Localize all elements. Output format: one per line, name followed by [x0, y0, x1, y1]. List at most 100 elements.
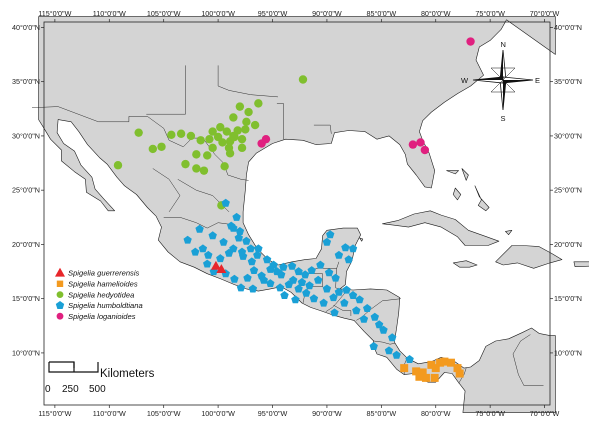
humboldtiana-point — [340, 298, 349, 307]
colombia-venezuela-border — [512, 334, 544, 386]
x-tick-label-bottom: 80°0'0"W — [421, 409, 451, 418]
x-tick-label-top: 110°0'0"W — [93, 9, 126, 18]
legend-label-loganioides: Spigelia loganioides — [68, 312, 136, 321]
north-arrow: N S E W — [461, 40, 540, 123]
y-tick-label-right: 10°0'0"N — [554, 348, 582, 357]
humboldtiana-point — [348, 291, 358, 299]
x-tick-label-bottom: 110°0'0"W — [93, 409, 126, 418]
jamaica — [452, 260, 478, 268]
andros-island — [452, 187, 462, 201]
humboldtiana-point — [375, 320, 384, 329]
humboldtiana-point — [191, 247, 200, 256]
humboldtiana-point — [305, 281, 314, 290]
hedyotidea-point — [254, 99, 263, 108]
legend-symbol-loganioides — [56, 312, 64, 320]
hedyotidea-point — [181, 159, 190, 169]
y-tick-label-right: 25°0'0"N — [554, 186, 582, 195]
hedyotidea-point — [186, 131, 196, 141]
hedyotidea-point — [199, 166, 209, 175]
legend-item-loganioides: Spigelia loganioides — [56, 312, 136, 321]
humboldtiana-point — [216, 254, 225, 263]
y-tick-label-left: 20°0'0"N — [12, 240, 40, 249]
humboldtiana-point — [279, 262, 288, 271]
humboldtiana-point — [301, 270, 310, 279]
humboldtiana-point — [203, 259, 212, 268]
nicaragua-costa-rica-border — [373, 340, 396, 345]
y-tick-label-right: 40°0'0"N — [554, 23, 582, 32]
humboldtiana-point — [324, 268, 334, 277]
compass-diagonal-points — [490, 67, 516, 93]
occurrences-guerrerensis — [210, 260, 227, 273]
hedyotidea-point — [224, 143, 234, 153]
hamelioides-point — [431, 364, 440, 373]
y-tick-label-left: 30°0'0"N — [12, 131, 40, 140]
humboldtiana-point — [342, 285, 351, 294]
humboldtiana-point — [330, 308, 339, 317]
humboldtiana-point — [334, 287, 344, 296]
legend-item-hamelioides: Spigelia hamelioides — [56, 280, 138, 289]
y-tick-label-right: 20°0'0"N — [554, 240, 582, 249]
occurrences-loganioides — [257, 37, 475, 155]
hedyotidea-point — [237, 143, 247, 153]
humboldtiana-point — [208, 231, 217, 240]
humboldtiana-point — [247, 257, 256, 266]
hedyotidea-point — [176, 129, 186, 138]
legend-label-hamelioides: Spigelia hamelioides — [68, 280, 138, 289]
x-tick-label-top: 90°0'0"W — [312, 9, 342, 18]
humboldtiana-point — [291, 295, 300, 304]
y-tick-label-left: 35°0'0"N — [12, 77, 40, 86]
humboldtiana-point — [359, 314, 369, 323]
humboldtiana-point — [319, 298, 328, 307]
hamelioides-point — [415, 372, 424, 381]
humboldtiana-point — [221, 198, 230, 207]
hedyotidea-point — [113, 161, 123, 170]
compass-w: W — [461, 76, 469, 85]
x-tick-label-bottom: 75°0'0"W — [475, 409, 505, 418]
scale-label-500: 500 — [89, 384, 106, 395]
y-tick-label-left: 40°0'0"N — [12, 23, 40, 32]
graticule-ticks: 115°0'0"W 115°0'0"W 110°0'0"W 110°0'0"W 105°… — [12, 9, 582, 418]
humboldtiana-point — [384, 346, 394, 355]
scale-bar-ticks — [49, 361, 75, 368]
land-layer — [31, 16, 589, 413]
compass-north-shade — [500, 50, 503, 80]
humboldtiana-point — [243, 273, 252, 282]
humboldtiana-point — [326, 230, 335, 239]
humboldtiana-point — [198, 244, 208, 253]
legend-item-hedyotidea: Spigelia hedyotidea — [56, 290, 134, 299]
x-tick-label-bottom: 70°0'0"W — [530, 409, 560, 418]
legend-label-humboldtiana: Spigelia humboldtiana — [68, 301, 143, 310]
y-tick-label-right: 30°0'0"N — [554, 131, 582, 140]
humboldtiana-point — [388, 333, 397, 342]
x-tick-label-bottom: 105°0'0"W — [147, 409, 181, 418]
humboldtiana-point — [316, 260, 325, 269]
y-tick-label-left: 15°0'0"N — [12, 294, 40, 303]
hedyotidea-point — [229, 131, 238, 141]
us-state-lines-2 — [313, 124, 332, 134]
mexico-state-lines-3 — [152, 168, 181, 213]
hedyotidea-point — [241, 125, 250, 134]
compass-east-shade — [503, 80, 533, 83]
hamelioides-point — [430, 373, 439, 382]
humboldtiana-point — [249, 266, 259, 274]
hedyotidea-point — [205, 134, 214, 144]
hamelioides-point — [400, 364, 409, 373]
hedyotidea-point — [203, 151, 212, 160]
compass-s: S — [501, 114, 506, 123]
y-tick-label-right: 35°0'0"N — [554, 77, 582, 86]
legend-symbol-guerrerensis — [55, 267, 65, 277]
hedyotidea-point — [229, 113, 238, 122]
x-tick-label-bottom: 115°0'0"W — [38, 409, 71, 418]
grand-bahama — [446, 170, 459, 175]
hedyotidea-point — [222, 127, 232, 136]
humboldtiana-point — [262, 255, 272, 264]
map-border — [43, 21, 551, 406]
guerrerensis-point — [216, 264, 227, 273]
north-america-mainland — [38, 16, 556, 413]
x-tick-label-top: 80°0'0"W — [421, 9, 451, 18]
hamelioides-point — [418, 368, 427, 377]
humboldtiana-point — [224, 248, 234, 257]
x-tick-label-bottom: 85°0'0"W — [367, 409, 397, 418]
x-tick-label-top: 115°0'0"W — [38, 9, 71, 18]
humboldtiana-point — [195, 224, 204, 233]
